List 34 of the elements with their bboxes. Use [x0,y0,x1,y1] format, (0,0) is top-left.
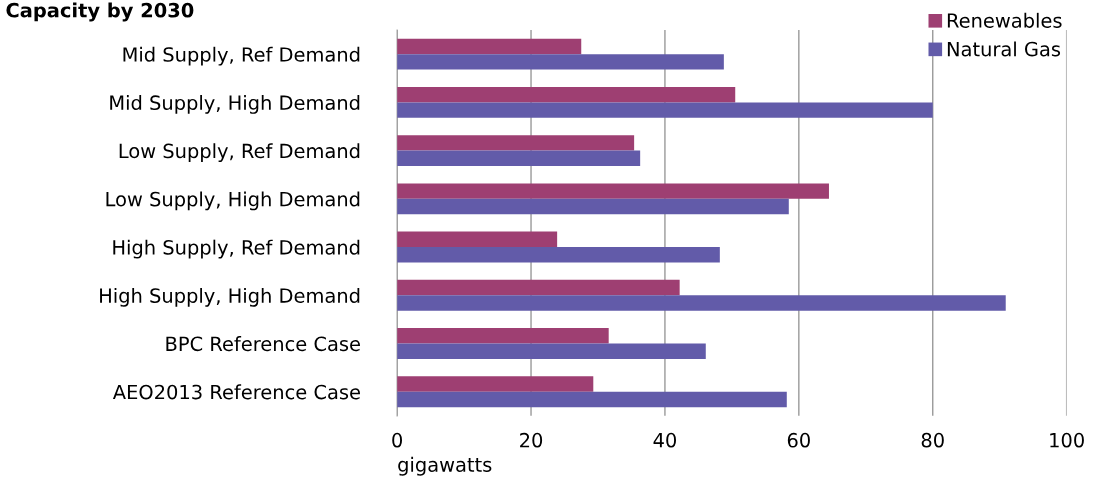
bar [397,376,594,392]
x-tick-label: 40 [653,432,677,448]
bar [397,38,582,55]
y-tick-label: High Supply, Ref Demand [113,239,360,259]
y-tick-label: Low Supply, Ref Demand [119,143,360,163]
bar [397,247,720,263]
x-axis-title: gigawatts [398,456,492,476]
bar [397,391,787,408]
legend-label: Natural Gas [947,41,1061,57]
bar [397,135,635,151]
bar [397,343,706,359]
bar [397,54,724,70]
bar [397,183,829,199]
bar [397,102,933,118]
bar [397,231,558,248]
bar [397,86,736,103]
x-tick-label: 80 [921,432,944,448]
bar [397,150,641,167]
y-tick-label: High Supply, High Demand [100,287,360,307]
text: Capacity by 2030 [6,2,194,22]
x-tick-label: 100 [1050,432,1084,448]
bar [397,328,609,344]
y-tick-label: AEO2013 Reference Case [112,384,360,400]
bar [397,198,789,215]
bar [397,295,1006,311]
legend-label: Renewables [947,12,1062,28]
x-tick-label: 20 [520,432,543,448]
y-tick-label: Low Supply, High Demand [106,191,360,211]
x-tick-label: 0 [392,432,403,448]
y-tick-label: BPC Reference Case [166,336,360,352]
y-tick-label: Mid Supply, High Demand [110,95,360,114]
y-tick-label: Mid Supply, Ref Demand [123,46,360,66]
bar [397,279,680,296]
x-tick-label: 60 [787,432,810,448]
